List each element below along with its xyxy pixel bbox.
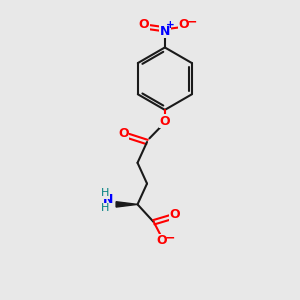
Text: O: O (179, 18, 190, 31)
Text: +: + (166, 20, 175, 30)
Text: −: − (187, 16, 197, 29)
Polygon shape (116, 202, 137, 207)
Text: O: O (160, 115, 170, 128)
Text: O: O (157, 235, 167, 248)
Text: N: N (103, 194, 114, 206)
Text: O: O (139, 18, 149, 31)
Text: H: H (101, 203, 110, 213)
Text: O: O (170, 208, 180, 221)
Text: O: O (118, 127, 129, 140)
Text: H: H (101, 188, 110, 198)
Text: −: − (165, 232, 175, 245)
Text: N: N (160, 25, 170, 38)
